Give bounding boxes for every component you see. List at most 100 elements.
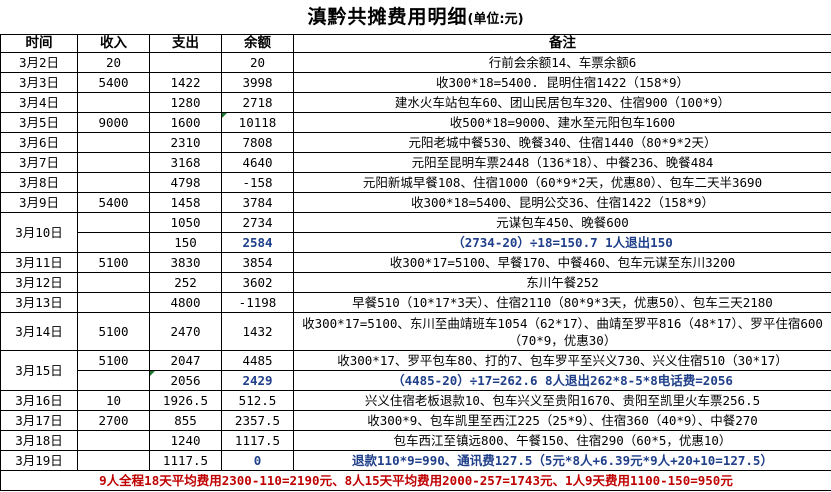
cell-expense[interactable]: 4798 bbox=[149, 172, 222, 193]
cell-note[interactable]: 收300*17、罗平包车80、打的7、包车罗平至兴义730、兴义住宿510（30… bbox=[293, 350, 831, 371]
cell-balance[interactable]: -1198 bbox=[221, 292, 294, 313]
cell-date[interactable]: 3月8日 bbox=[0, 172, 78, 193]
cell-balance[interactable]: 20 bbox=[221, 52, 294, 73]
cell-note[interactable]: 收300*18=5400、昆明公交36、住宿1422（158*9） bbox=[293, 192, 831, 213]
cell-income[interactable] bbox=[77, 232, 150, 253]
cell-date[interactable]: 3月15日 bbox=[0, 350, 78, 391]
cell-balance[interactable]: 1117.5 bbox=[221, 430, 294, 451]
header-balance[interactable]: 余额 bbox=[221, 34, 294, 53]
cell-date[interactable]: 3月6日 bbox=[0, 132, 78, 153]
cell-date[interactable]: 3月19日 bbox=[0, 450, 78, 471]
cell-date[interactable]: 3月18日 bbox=[0, 430, 78, 451]
cell-income[interactable]: 2700 bbox=[77, 410, 150, 431]
cell-balance[interactable]: 2357.5 bbox=[221, 410, 294, 431]
cell-note[interactable]: 退款110*9=990、通讯费127.5（5元*8人+6.39元*9人+20+1… bbox=[293, 450, 831, 471]
cell-expense[interactable]: 2310 bbox=[149, 132, 222, 153]
cell-income[interactable] bbox=[77, 430, 150, 451]
cell-note[interactable]: 收300*9、包车凯里至西江225（25*9）、住宿360（40*9）、中餐27… bbox=[293, 410, 831, 431]
cell-note[interactable]: 元阳至昆明车票2448（136*18）、中餐236、晚餐484 bbox=[293, 152, 831, 173]
cell-balance[interactable]: 4640 bbox=[221, 152, 294, 173]
cell-balance[interactable]: 2718 bbox=[221, 92, 294, 113]
cell-note[interactable]: （4485-20）÷17=262.6 8人退出262*8-5*8电话费=2056 bbox=[293, 370, 831, 391]
cell-expense[interactable]: 2470 bbox=[149, 312, 222, 351]
cell-note[interactable]: 元阳新城早餐108、住宿1000（60*9*2天，优惠80）、包车二天半3690 bbox=[293, 172, 831, 193]
cell-date[interactable]: 3月17日 bbox=[0, 410, 78, 431]
cell-note[interactable]: 行前会余额14、车票余额6 bbox=[293, 52, 831, 73]
cell-note[interactable]: 元谋包车450、晚餐600 bbox=[293, 212, 831, 233]
cell-income[interactable]: 5100 bbox=[77, 312, 150, 351]
cell-balance[interactable]: -158 bbox=[221, 172, 294, 193]
cell-expense[interactable]: 3830 bbox=[149, 252, 222, 273]
cell-expense[interactable]: 1117.5 bbox=[149, 450, 222, 471]
cell-income[interactable]: 9000 bbox=[77, 112, 150, 133]
summary-cell[interactable]: 9人全程18天平均费用2300-110=2190元、8人15天平均费用2000-… bbox=[0, 470, 831, 491]
cell-date[interactable]: 3月2日 bbox=[0, 52, 78, 73]
cell-balance[interactable]: 3602 bbox=[221, 272, 294, 293]
cell-income[interactable] bbox=[77, 132, 150, 153]
cell-expense[interactable]: 2047 bbox=[149, 350, 222, 371]
cell-note[interactable]: 收300*17=5100、早餐170、中餐460、包车元谋至东川3200 bbox=[293, 252, 831, 273]
cell-expense[interactable]: 1926.5 bbox=[149, 390, 222, 411]
cell-date[interactable]: 3月14日 bbox=[0, 312, 78, 351]
cell-expense[interactable]: 150 bbox=[149, 232, 222, 253]
cell-date[interactable]: 3月7日 bbox=[0, 152, 78, 173]
cell-income[interactable] bbox=[77, 172, 150, 193]
cell-income[interactable] bbox=[77, 272, 150, 293]
cell-note[interactable]: 东川午餐252 bbox=[293, 272, 831, 293]
cell-expense[interactable]: 1422 bbox=[149, 72, 222, 93]
cell-note[interactable]: 收300*17=5100、东川至曲靖班车1054（62*17）、曲靖至罗平816… bbox=[293, 312, 831, 351]
cell-income[interactable] bbox=[77, 92, 150, 113]
cell-balance[interactable]: 512.5 bbox=[221, 390, 294, 411]
cell-balance[interactable]: 4485 bbox=[221, 350, 294, 371]
cell-note[interactable]: 收500*18=9000、建水至元阳包车1600 bbox=[293, 112, 831, 133]
cell-expense[interactable] bbox=[149, 52, 222, 73]
cell-date[interactable]: 3月4日 bbox=[0, 92, 78, 113]
cell-income[interactable] bbox=[77, 370, 150, 391]
cell-date[interactable]: 3月10日 bbox=[0, 212, 78, 253]
cell-expense[interactable]: 855 bbox=[149, 410, 222, 431]
cell-date[interactable]: 3月12日 bbox=[0, 272, 78, 293]
header-date[interactable]: 时间 bbox=[0, 34, 78, 53]
cell-balance[interactable]: 2584 bbox=[221, 232, 294, 253]
cell-date[interactable]: 3月16日 bbox=[0, 390, 78, 411]
cell-income[interactable] bbox=[77, 450, 150, 471]
cell-income[interactable]: 5100 bbox=[77, 252, 150, 273]
cell-date[interactable]: 3月13日 bbox=[0, 292, 78, 313]
cell-income[interactable]: 10 bbox=[77, 390, 150, 411]
cell-note[interactable]: 兴义住宿老板退款10、包车兴义至贵阳1670、贵阳至凯里火车票256.5 bbox=[293, 390, 831, 411]
cell-income[interactable] bbox=[77, 292, 150, 313]
header-expense[interactable]: 支出 bbox=[149, 34, 222, 53]
cell-income[interactable]: 5100 bbox=[77, 350, 150, 371]
cell-income[interactable] bbox=[77, 212, 150, 233]
cell-note[interactable]: 建水火车站包车60、团山民居包车320、住宿900（100*9） bbox=[293, 92, 831, 113]
cell-expense[interactable]: 1280 bbox=[149, 92, 222, 113]
cell-balance[interactable]: 1432 bbox=[221, 312, 294, 351]
cell-balance[interactable]: 3784 bbox=[221, 192, 294, 213]
cell-date[interactable]: 3月9日 bbox=[0, 192, 78, 213]
header-income[interactable]: 收入 bbox=[77, 34, 150, 53]
cell-date[interactable]: 3月11日 bbox=[0, 252, 78, 273]
cell-balance[interactable]: 2734 bbox=[221, 212, 294, 233]
cell-balance[interactable]: 10118 bbox=[221, 112, 294, 133]
cell-note[interactable]: 元阳老城中餐530、晚餐340、住宿1440（80*9*2天） bbox=[293, 132, 831, 153]
cell-date[interactable]: 3月5日 bbox=[0, 112, 78, 133]
cell-income[interactable]: 20 bbox=[77, 52, 150, 73]
cell-expense[interactable]: 3168 bbox=[149, 152, 222, 173]
cell-balance[interactable]: 2429 bbox=[221, 370, 294, 391]
cell-income[interactable]: 5400 bbox=[77, 72, 150, 93]
cell-note[interactable]: （2734-20）÷18=150.7 1人退出150 bbox=[293, 232, 831, 253]
cell-date[interactable]: 3月3日 bbox=[0, 72, 78, 93]
cell-balance[interactable]: 0 bbox=[221, 450, 294, 471]
header-note[interactable]: 备注 bbox=[293, 34, 831, 53]
cell-note[interactable]: 早餐510（10*17*3天）、住宿2110（80*9*3天，优惠50）、包车三… bbox=[293, 292, 831, 313]
cell-expense[interactable]: 1600 bbox=[149, 112, 222, 133]
cell-expense[interactable]: 4800 bbox=[149, 292, 222, 313]
cell-balance[interactable]: 3854 bbox=[221, 252, 294, 273]
cell-balance[interactable]: 3998 bbox=[221, 72, 294, 93]
cell-expense[interactable]: 252 bbox=[149, 272, 222, 293]
cell-expense[interactable]: 1240 bbox=[149, 430, 222, 451]
cell-expense[interactable]: 2056 bbox=[149, 370, 222, 391]
cell-expense[interactable]: 1050 bbox=[149, 212, 222, 233]
cell-balance[interactable]: 7808 bbox=[221, 132, 294, 153]
cell-note[interactable]: 收300*18=5400. 昆明住宿1422（158*9） bbox=[293, 72, 831, 93]
